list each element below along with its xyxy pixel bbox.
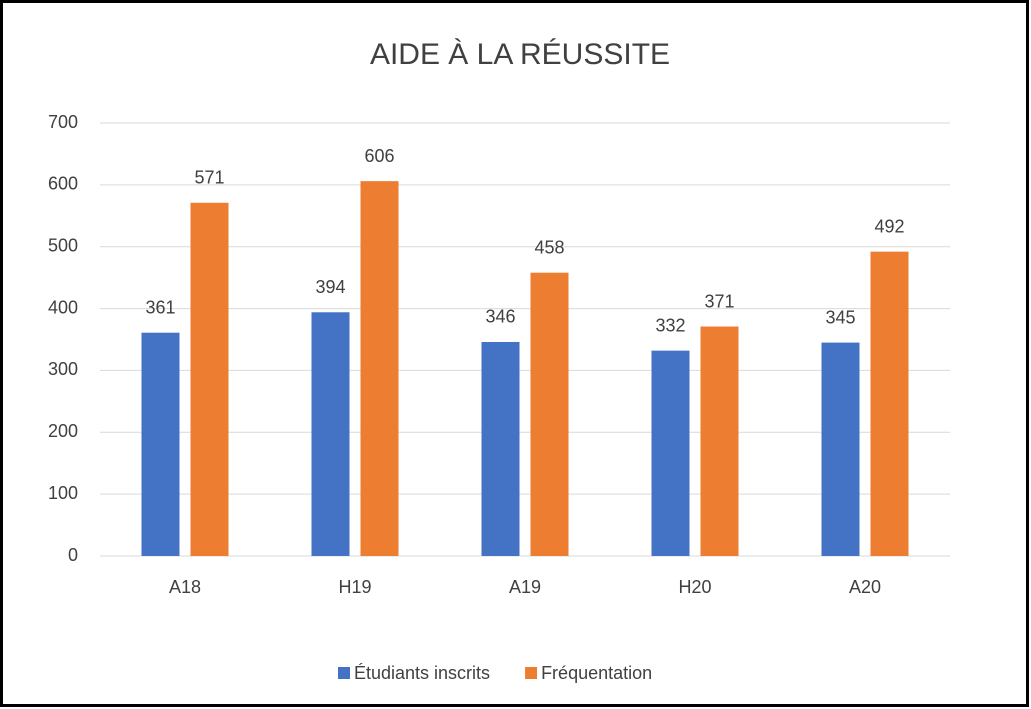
bar: [821, 342, 860, 556]
bar: [481, 341, 520, 556]
x-tick-label: A19: [509, 577, 541, 597]
data-label: 394: [315, 277, 345, 297]
y-tick-label: 0: [68, 545, 78, 565]
data-label: 361: [145, 297, 175, 317]
data-label: 371: [704, 291, 734, 311]
data-label: 571: [194, 168, 224, 188]
data-label: 458: [534, 237, 564, 257]
y-tick-label: 200: [48, 421, 78, 441]
data-label: 332: [655, 315, 685, 335]
y-tick-label: 400: [48, 297, 78, 317]
x-tick-label: A18: [169, 577, 201, 597]
y-tick-label: 600: [48, 174, 78, 194]
bar: [530, 272, 569, 556]
bar: [311, 312, 350, 556]
bar: [870, 251, 909, 557]
x-tick-label: H19: [338, 577, 371, 597]
y-tick-label: 700: [48, 112, 78, 132]
x-tick-label: A20: [849, 577, 881, 597]
legend-label: Fréquentation: [541, 663, 652, 683]
data-label: 346: [485, 307, 515, 327]
data-label: 345: [825, 307, 855, 327]
legend-swatch: [338, 667, 350, 679]
y-tick-label: 300: [48, 359, 78, 379]
legend-label: Étudiants inscrits: [354, 663, 490, 683]
y-tick-label: 100: [48, 483, 78, 503]
bar: [190, 202, 229, 556]
legend-swatch: [525, 667, 538, 679]
bar: [651, 350, 690, 556]
bar: [700, 326, 739, 556]
bar: [141, 332, 180, 556]
bar: [360, 181, 399, 556]
chart-title: AIDE À LA RÉUSSITE: [370, 38, 670, 71]
y-tick-label: 500: [48, 235, 78, 255]
data-label: 492: [874, 216, 904, 236]
data-label: 606: [364, 146, 394, 166]
x-tick-label: H20: [678, 577, 711, 597]
